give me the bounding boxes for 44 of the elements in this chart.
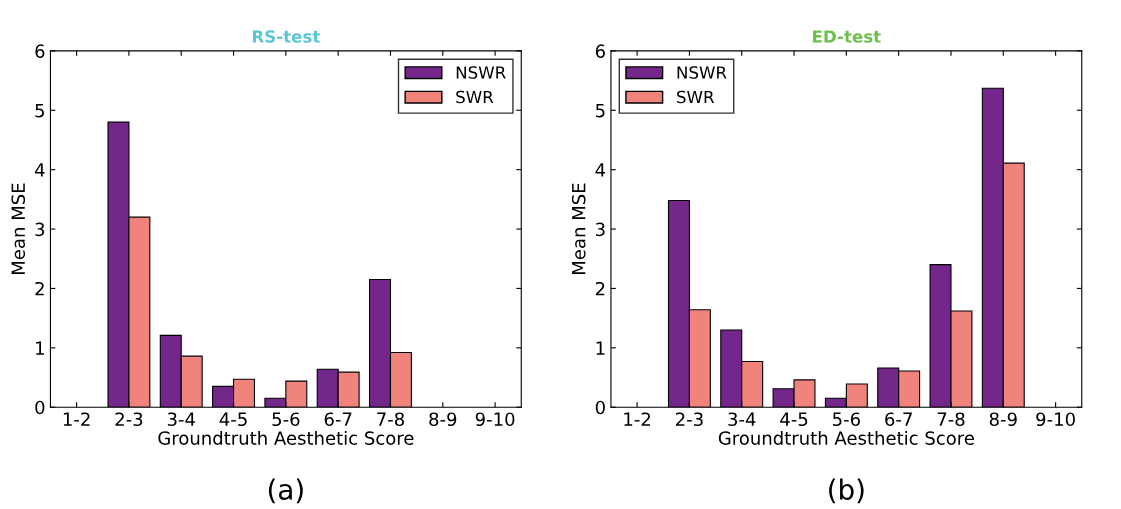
legend-label: NSWR	[677, 66, 727, 79]
chart-title: RS-test	[252, 30, 320, 43]
y-tick-label: 2	[595, 281, 605, 296]
y-tick-label: 5	[595, 103, 605, 118]
x-tick-label: 5-6	[272, 412, 300, 427]
x-tick-label: 8-9	[989, 412, 1017, 427]
x-tick-label: 2-3	[115, 412, 143, 427]
x-tick-label: 4-5	[780, 412, 808, 427]
legend-label: SWR	[456, 90, 494, 104]
x-tick-label: 7-8	[937, 412, 965, 427]
y-tick-label: 1	[36, 341, 44, 355]
y-tick-label: 6	[35, 44, 45, 59]
y-tick-label: 1	[596, 341, 605, 355]
y-tick-label: 5	[35, 103, 45, 118]
x-tick-label: 5-6	[833, 412, 860, 427]
legend-label: NSWR	[456, 66, 506, 79]
y-tick-label: 6	[595, 44, 605, 59]
x-tick-label: 7-8	[377, 412, 404, 427]
x-tick-label: 6-7	[324, 412, 352, 427]
y-tick-label: 3	[595, 222, 605, 237]
x-tick-label: 6-7	[885, 412, 912, 427]
y-axis-title: Mean MSE	[11, 183, 26, 274]
x-tick-label: 3-4	[167, 412, 195, 427]
x-tick-label: 3-4	[728, 412, 756, 427]
x-tick-label: 1-2	[63, 412, 90, 426]
y-tick-label: 4	[34, 163, 45, 177]
x-tick-label: 8-9	[429, 412, 457, 427]
y-tick-label: 0	[35, 400, 45, 415]
x-tick-label: 9-10	[1036, 412, 1075, 427]
y-axis-title: Mean MSE	[571, 183, 586, 274]
x-tick-label: 9-10	[475, 412, 515, 427]
y-tick-label: 3	[35, 222, 45, 237]
x-tick-label: 1-2	[624, 412, 651, 426]
legend-label: SWR	[677, 90, 715, 104]
y-tick-label: 0	[595, 400, 605, 415]
y-tick-label: 4	[595, 163, 606, 177]
x-axis-title: Groundtruth Aesthetic Score	[158, 430, 414, 445]
x-tick-label: 4-5	[219, 412, 247, 427]
chart-title: ED-test	[813, 30, 881, 43]
x-axis-title: Groundtruth Aesthetic Score	[718, 430, 974, 445]
text: (a)	[268, 478, 303, 504]
y-tick-label: 2	[35, 281, 44, 296]
text: (b)	[829, 478, 864, 504]
x-tick-label: 2-3	[675, 412, 703, 427]
